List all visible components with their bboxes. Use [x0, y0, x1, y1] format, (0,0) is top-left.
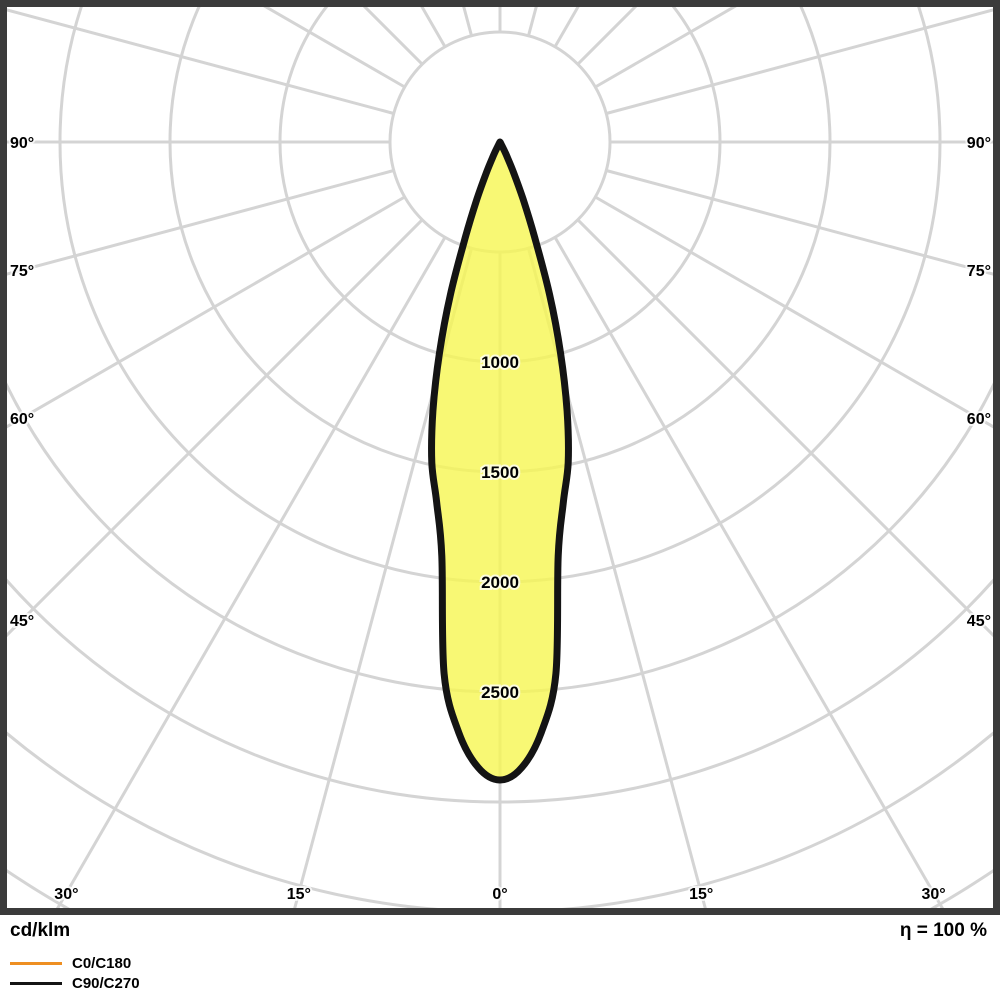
- angle-label-bottom--30: 30°: [54, 886, 78, 903]
- efficiency-label: η = 100 %: [899, 920, 987, 941]
- ring-label-2000: 2000: [481, 573, 519, 592]
- legend-label-c90-c270: C90/C270: [72, 974, 140, 992]
- angle-label-left-45: 45°: [10, 613, 34, 630]
- angle-label-bottom--15: 15°: [287, 886, 311, 903]
- angle-label-right-90: 90°: [967, 135, 991, 152]
- chart-frame: [0, 0, 1000, 915]
- polar-chart-svg: 1000 1500 2000 2500 90° 90° 75° 75° 60° 60° 45° 45°…: [0, 0, 1000, 915]
- angle-label-left-90: 90°: [10, 135, 34, 152]
- grid-spoke: [56, 236, 447, 908]
- grid-spoke: [7, 195, 406, 429]
- grid-spoke: [7, 8, 395, 115]
- curve-c90-c270: [428, 138, 572, 784]
- ring-label-1000: 1000: [481, 353, 519, 372]
- beam-lobe-fill: [431, 142, 569, 780]
- ring-label-2500: 2500: [481, 683, 519, 702]
- angle-label-right-60: 60°: [967, 411, 991, 428]
- grid-spoke: [576, 218, 993, 638]
- legend-item-c90-c270: C90/C270: [10, 973, 140, 993]
- legend-swatch-c90-c270: [10, 981, 62, 985]
- legend-item-c0-c180: C0/C180: [10, 953, 140, 973]
- angle-label-bottom-15: 15°: [689, 886, 713, 903]
- legend: C0/C180 C90/C270: [10, 953, 140, 993]
- grid-spoke: [594, 195, 993, 429]
- grid-spoke: [527, 247, 707, 908]
- legend-swatch-c0-c180: [10, 961, 62, 965]
- ring-label-1500: 1500: [481, 463, 519, 482]
- angle-label-right-75: 75°: [967, 263, 991, 280]
- grid-spoke: [293, 247, 473, 908]
- unit-label: cd/klm: [10, 920, 71, 941]
- grid-spoke: [605, 169, 993, 276]
- angle-label-left-75: 75°: [10, 263, 34, 280]
- chart-footer: cd/klm η = 100 % C0/C180 C90/C270: [0, 915, 1000, 1000]
- grid-spoke: [7, 218, 424, 638]
- angle-label-bottom-30: 30°: [921, 886, 945, 903]
- grid-spoke: [7, 169, 395, 276]
- angle-label-bottom-0: 0°: [492, 886, 507, 903]
- angle-label-right-45: 45°: [967, 613, 991, 630]
- polar-chart: 1000 1500 2000 2500 90° 90° 75° 75° 60° 60° 45° 45°…: [0, 0, 1000, 915]
- angle-label-left-60: 60°: [10, 411, 34, 428]
- grid-spoke: [605, 8, 993, 115]
- grid-spoke: [553, 236, 944, 908]
- legend-label-c0-c180: C0/C180: [72, 954, 132, 972]
